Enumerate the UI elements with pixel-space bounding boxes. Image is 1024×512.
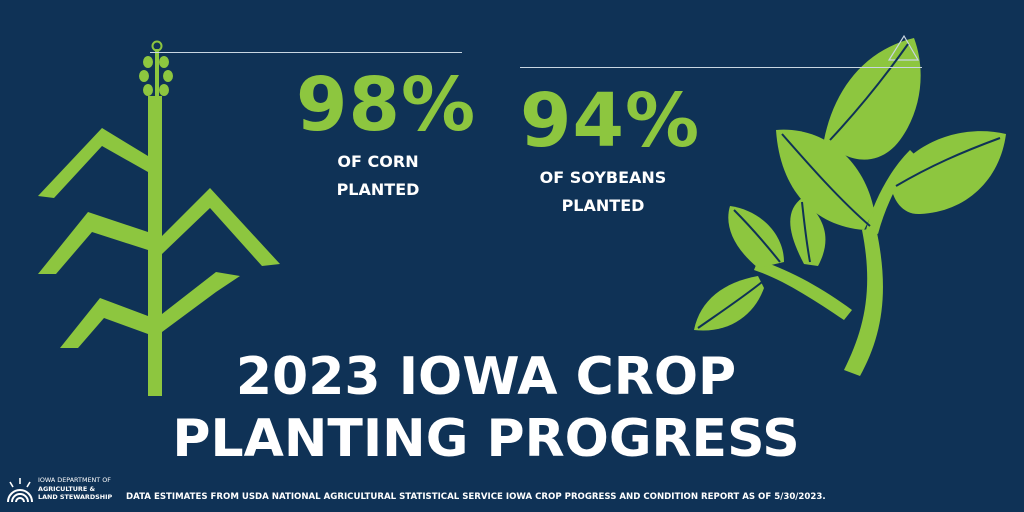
corn-percent: 98% (296, 62, 477, 148)
logo-line3: LAND STEWARDSHIP (38, 493, 113, 501)
iowa-agriculture-logo: IOWA DEPARTMENT OF AGRICULTURE & LAND ST… (4, 474, 128, 508)
soybean-label: OF SOYBEANS PLANTED (518, 164, 688, 220)
soybean-label-line2: PLANTED (561, 196, 645, 215)
corn-plant-icon (38, 40, 280, 396)
logo-line2: AGRICULTURE & (38, 484, 96, 493)
headline-line2: PLANTING PROGRESS (172, 409, 800, 469)
headline-line1: 2023 IOWA CROP (235, 347, 737, 407)
corn-label: OF CORN PLANTED (318, 148, 438, 204)
sun-rays-icon (7, 478, 33, 503)
divider-line (150, 52, 462, 53)
soybean-label-line1: OF SOYBEANS (539, 168, 667, 187)
corn-label-line1: OF CORN (337, 152, 419, 171)
soybean-plant-icon (694, 34, 1006, 376)
divider-line (520, 67, 922, 68)
corn-label-line2: PLANTED (336, 180, 420, 199)
logo-text: IOWA DEPARTMENT OF AGRICULTURE & LAND ST… (38, 476, 112, 502)
source-footnote: DATA ESTIMATES FROM USDA NATIONAL AGRICU… (126, 492, 826, 502)
logo-line1: IOWA DEPARTMENT OF (38, 476, 111, 484)
soybean-percent: 94% (520, 78, 701, 164)
